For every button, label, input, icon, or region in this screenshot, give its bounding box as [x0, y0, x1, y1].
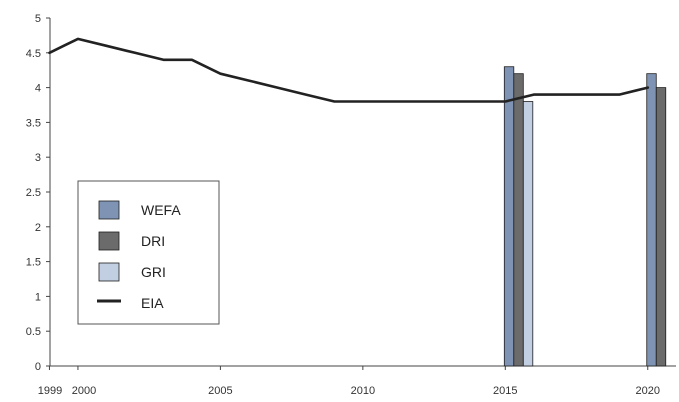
legend-label: GRI: [141, 264, 166, 280]
y-tick-label: 1: [35, 291, 41, 303]
y-tick-label: 3: [35, 152, 41, 164]
legend-swatch-gri: [98, 262, 120, 282]
bar-wefa-2020: [646, 73, 657, 367]
bar-dri-2015: [513, 73, 524, 367]
x-tick-label: 2020: [636, 385, 660, 397]
bar-wefa-2015: [503, 66, 515, 367]
line-series: [48, 37, 650, 103]
legend-label: EIA: [141, 295, 164, 311]
legend-label: WEFA: [141, 202, 181, 218]
x-tick-label: 2015: [493, 385, 517, 397]
x-tick-label: 2000: [72, 385, 96, 397]
y-axis: 0 0.5 1 1.5 2 2.5 3 3.5 4 4.5 5: [26, 13, 51, 373]
y-tick-label: 0.5: [26, 326, 41, 338]
legend-swatch-dri: [98, 231, 120, 251]
legend: WEFA DRI GRI EIA: [77, 180, 220, 325]
y-tick-label: 4.5: [26, 48, 41, 60]
x-tick-label: 2010: [351, 385, 375, 397]
x-tick-label: 1999: [38, 385, 62, 397]
legend-swatch-wefa: [98, 200, 120, 220]
bar-gri-2015: [522, 101, 534, 367]
y-tick-label: 1.5: [26, 257, 41, 269]
line-eia: [48, 37, 650, 103]
y-tick-label: 3.5: [26, 117, 41, 129]
bar-dri-2020: [655, 87, 667, 367]
x-axis: 1999 2000 2005 2010 2015 2020: [38, 365, 676, 397]
y-tick-label: 0: [35, 361, 41, 373]
y-tick-label: 2.5: [26, 187, 41, 199]
y-tick-label: 4: [35, 83, 41, 95]
y-tick-label: 2: [35, 222, 41, 234]
x-tick-label: 2005: [208, 385, 232, 397]
legend-label: DRI: [141, 233, 165, 249]
bar-series: [503, 66, 667, 367]
y-tick-label: 5: [35, 13, 41, 25]
